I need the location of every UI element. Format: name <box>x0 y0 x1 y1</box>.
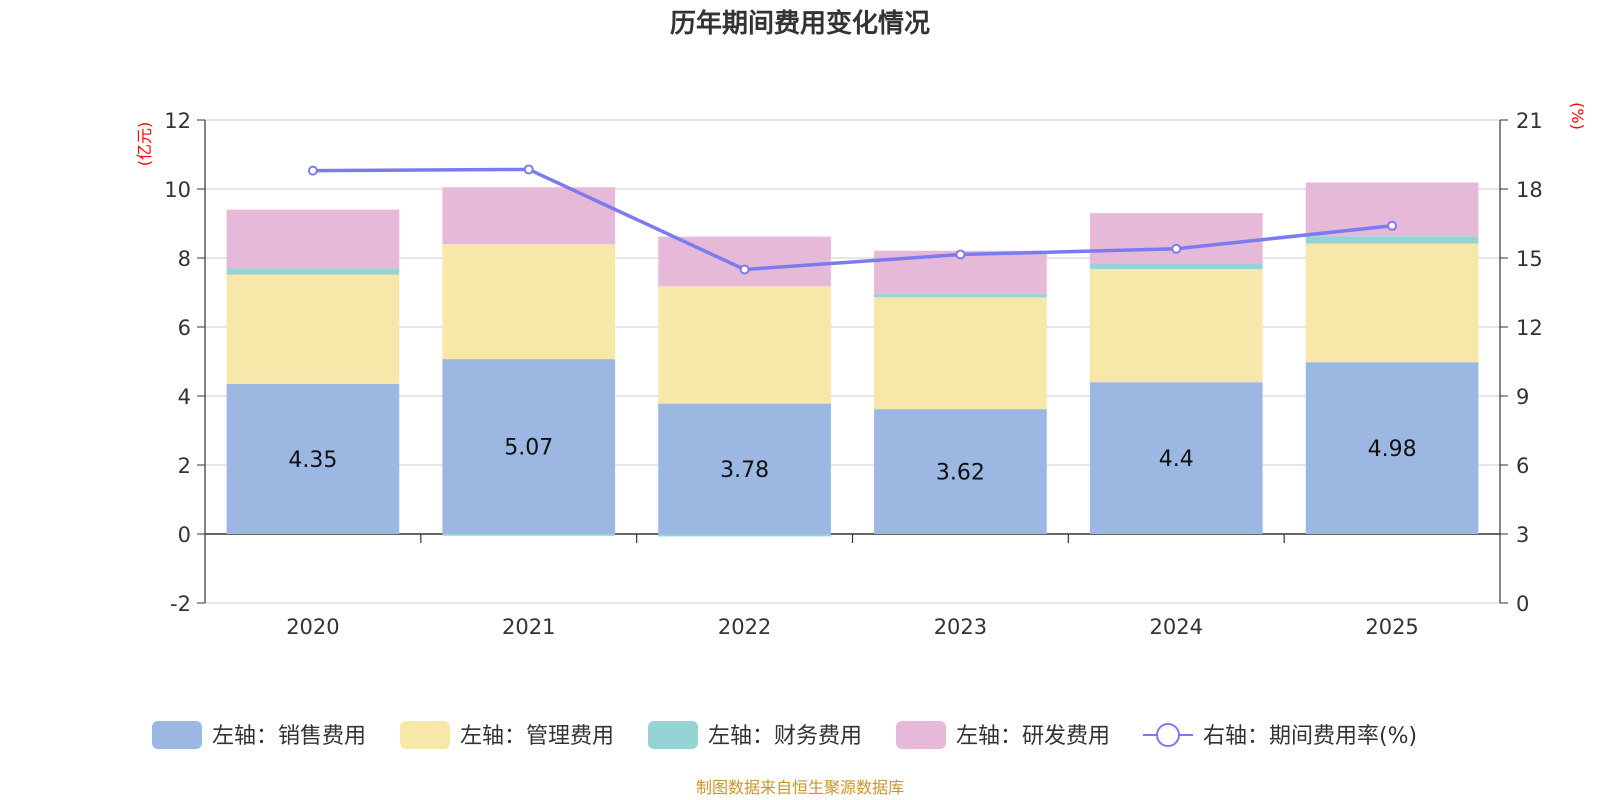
rate-point <box>523 164 534 175</box>
rate-point <box>307 165 318 176</box>
bar-segment-2 <box>658 286 831 404</box>
bar-segment-1 <box>658 403 831 534</box>
left-axis-unit: (亿元) <box>135 122 154 167</box>
bar-segment-2 <box>874 297 1047 410</box>
bar-segment-2 <box>1089 269 1263 383</box>
bar-segment-3 <box>1305 236 1479 244</box>
x-axis-label: 2020 <box>286 615 339 639</box>
x-axis-label: 2025 <box>1365 615 1418 639</box>
bar-value-label: 5.07 <box>504 436 553 461</box>
bar-value-label: 3.62 <box>936 461 985 486</box>
left-axis-tick-label: 8 <box>178 247 191 271</box>
legend-label: 左轴：财务费用 <box>708 724 862 749</box>
legend-swatch <box>648 721 698 749</box>
right-axis-unit: (%) <box>1568 102 1587 130</box>
right-axis-tick-label: 18 <box>1516 178 1543 202</box>
source-note: 制图数据来自恒生聚源数据库 <box>696 778 904 797</box>
rate-point <box>1171 243 1182 254</box>
legend: 左轴：销售费用 左轴：管理费用 左轴：财务费用 左轴：研发费用 右轴：期间费用率(%) <box>152 721 1417 749</box>
right-axis-tick-label: 9 <box>1516 385 1529 409</box>
bar-segment-2 <box>1305 243 1479 363</box>
bar-segment-2 <box>226 274 400 384</box>
x-axis-label: 2021 <box>502 615 555 639</box>
rate-point <box>1387 220 1398 231</box>
left-axis-tick-label: 10 <box>164 178 191 202</box>
legend-swatch <box>400 721 450 749</box>
bar-segment-1 <box>874 409 1047 534</box>
legend-marker <box>1156 723 1180 747</box>
rate-point <box>955 249 966 260</box>
bar-segment-1 <box>1089 382 1263 534</box>
bar-segment-1 <box>1305 362 1479 534</box>
bar-segment-1 <box>226 383 400 534</box>
bar-segment-3 <box>442 534 616 536</box>
bar-value-label: 4.35 <box>288 448 337 473</box>
bar-value-label: 3.78 <box>720 458 769 483</box>
legend-label: 右轴：期间费用率(%) <box>1203 724 1417 749</box>
chart-title: 历年期间费用变化情况 <box>670 8 930 39</box>
x-axis-label: 2024 <box>1150 615 1203 639</box>
line-series <box>307 164 1398 275</box>
x-axis-label: 2022 <box>718 615 771 639</box>
left-axis-tick-label: 6 <box>178 316 191 340</box>
right-axis-tick-label: 15 <box>1516 247 1543 271</box>
left-axis-tick-label: 12 <box>164 109 191 133</box>
legend-swatch <box>896 721 946 749</box>
bar-segment-4 <box>226 209 400 269</box>
legend-label: 左轴：销售费用 <box>212 724 366 749</box>
left-axis-tick-label: 0 <box>178 523 191 547</box>
right-axis-tick-label: 0 <box>1516 592 1529 616</box>
bar-segment-4 <box>658 236 831 287</box>
bar-segment-3 <box>1089 263 1263 270</box>
bar-segment-3 <box>658 534 831 537</box>
bar-series <box>226 182 1479 537</box>
bar-value-label: 4.98 <box>1368 437 1417 462</box>
right-axis-tick-label: 21 <box>1516 109 1543 133</box>
bar-value-label: 4.4 <box>1159 447 1194 472</box>
bar-segment-1 <box>442 359 616 534</box>
legend-label: 左轴：研发费用 <box>956 724 1110 749</box>
x-axis-label: 2023 <box>934 615 987 639</box>
left-axis-tick-label: -2 <box>170 592 191 616</box>
bar-segment-4 <box>1089 213 1263 264</box>
rate-point <box>739 264 750 275</box>
legend-swatch <box>152 721 202 749</box>
rate-line <box>312 167 1393 272</box>
right-axis-tick-label: 3 <box>1516 523 1529 547</box>
bar-segment-3 <box>226 268 400 275</box>
data-labels: 4.35 5.07 3.78 3.62 4.4 4.98 <box>288 436 1416 486</box>
right-axis-tick-label: 6 <box>1516 454 1529 478</box>
left-axis-tick-label: 4 <box>178 385 191 409</box>
bar-segment-3 <box>874 293 1047 298</box>
left-axis-tick-label: 2 <box>178 454 191 478</box>
legend-label: 左轴：管理费用 <box>460 724 614 749</box>
right-axis-tick-label: 12 <box>1516 316 1543 340</box>
bar-segment-2 <box>442 244 616 360</box>
axes: -2 0 2 4 6 8 10 12 0 3 6 9 12 15 18 21 2020 2021 2022 2023 2… <box>164 109 1542 639</box>
